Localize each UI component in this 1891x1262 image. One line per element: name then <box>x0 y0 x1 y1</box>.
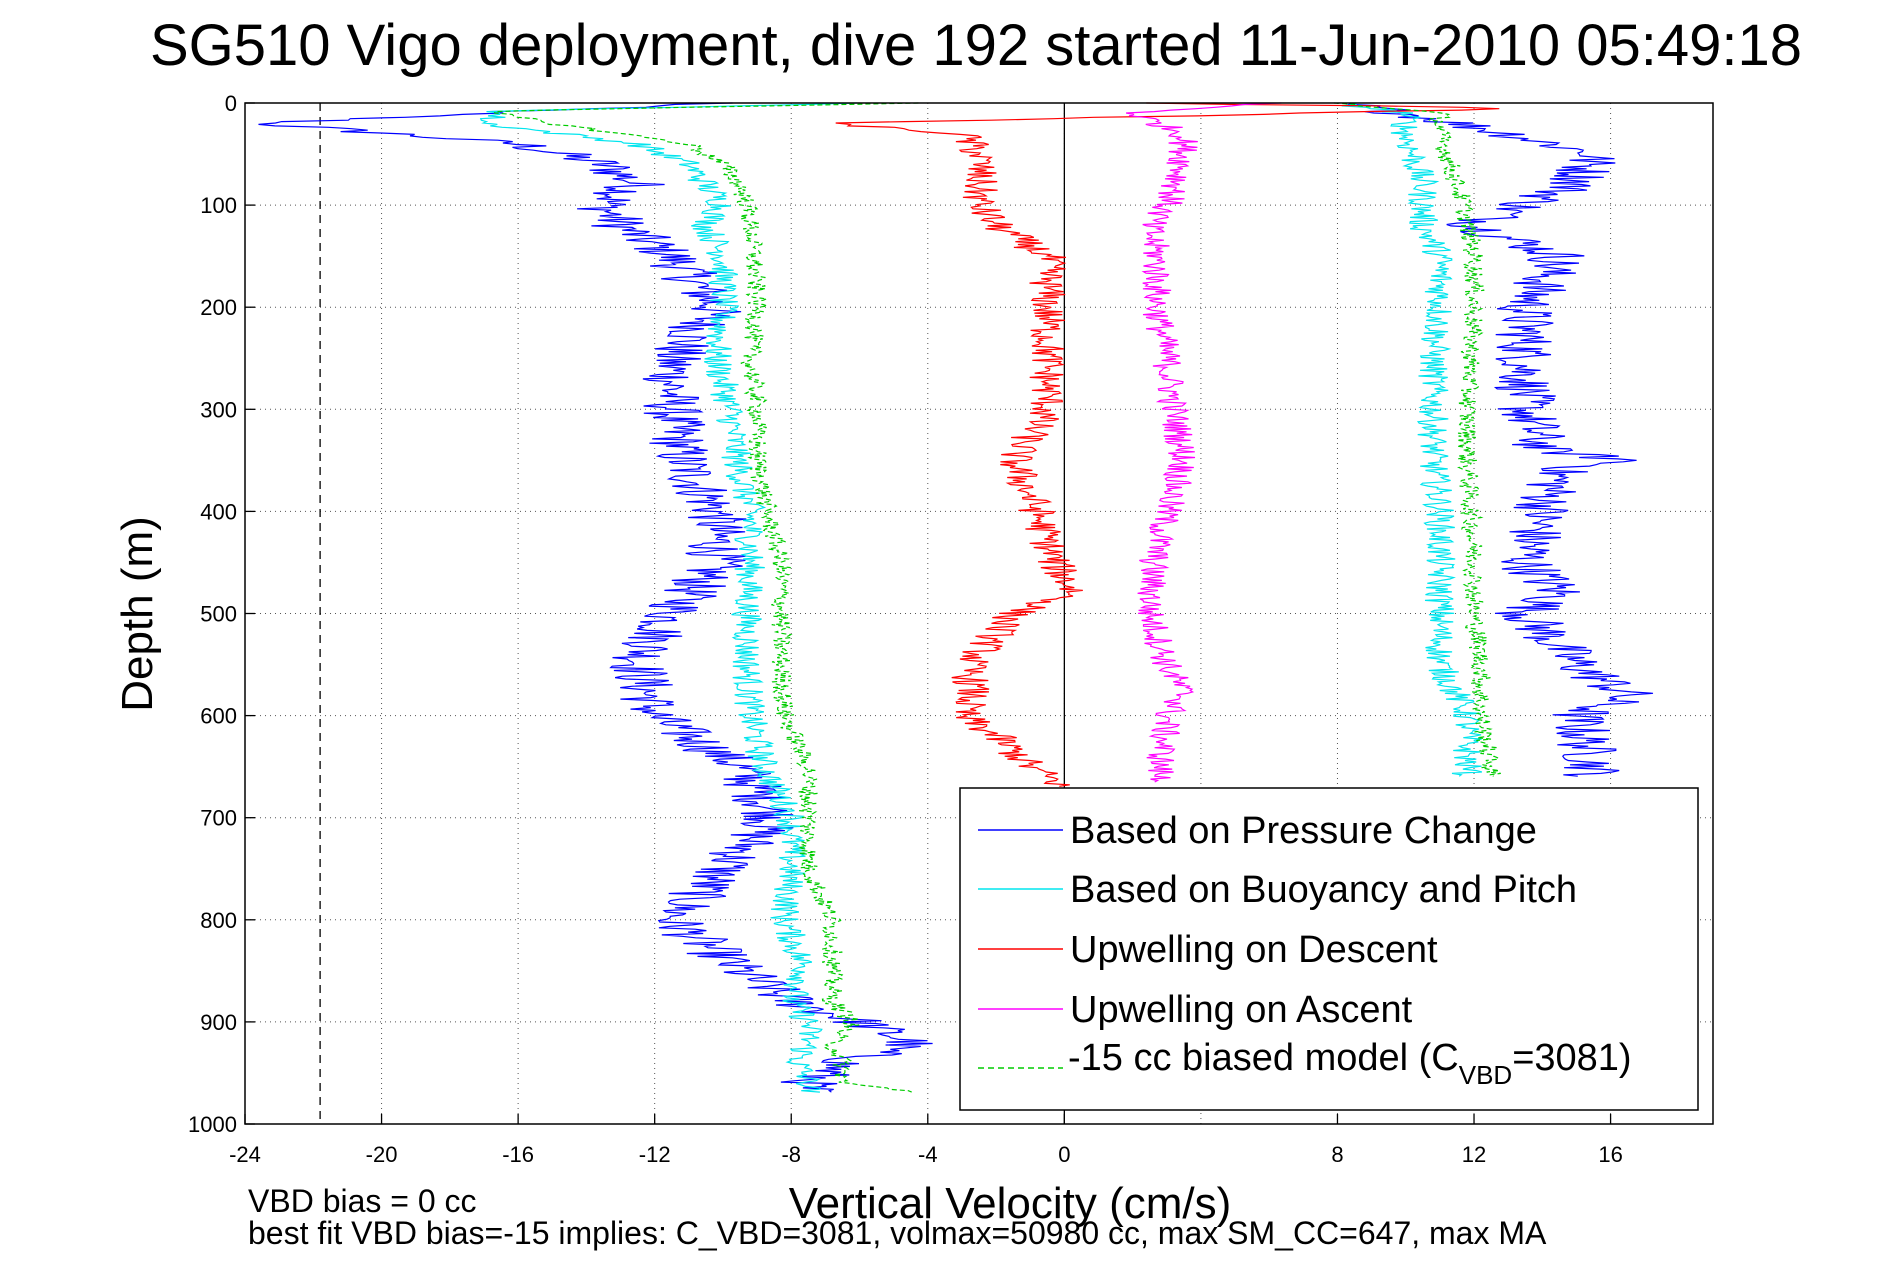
y-tick-label: 500 <box>200 602 237 627</box>
series-line <box>479 102 857 1093</box>
series-line <box>258 102 933 1093</box>
series-layer <box>258 102 1654 1093</box>
legend-label-descent: Upwelling on Descent <box>1070 929 1438 971</box>
y-tick-label: 1000 <box>188 1112 237 1137</box>
legend-model-main: -15 cc biased model (C <box>1068 1037 1459 1079</box>
ticks: -24 -20 -16 -12 -8 -4 0 8 12 16 0 100 200 300 400 500 60… <box>188 91 1623 1167</box>
legend-box <box>959 787 1699 1111</box>
legend-label-model: -15 cc biased model (CVBD=3081) <box>1068 1037 1632 1090</box>
y-tick-label: 100 <box>200 193 237 218</box>
legend-label-ascent: Upwelling on Ascent <box>1070 989 1413 1031</box>
y-tick-label: 800 <box>200 908 237 933</box>
x-tick-label: -4 <box>918 1142 938 1167</box>
y-axis-label: Depth (m) <box>113 516 162 712</box>
x-tick-label: -20 <box>366 1142 398 1167</box>
y-tick-label: 400 <box>200 499 237 524</box>
series-line <box>1334 102 1501 777</box>
x-tick-label: -16 <box>502 1142 534 1167</box>
legend-label-buoyancy: Based on Buoyancy and Pitch <box>1070 869 1577 911</box>
y-tick-label: 700 <box>200 806 237 831</box>
legend-model-subscript: VBD <box>1459 1060 1512 1090</box>
y-tick-label: 600 <box>200 704 237 729</box>
legend: Based on Pressure Change Based on Buoyan… <box>959 787 1699 1111</box>
x-tick-label: 16 <box>1598 1142 1622 1167</box>
x-tick-label: -8 <box>781 1142 801 1167</box>
series-line <box>1341 102 1483 777</box>
y-tick-label: 900 <box>200 1010 237 1035</box>
vbd-bias-note: VBD bias = 0 cc <box>248 1183 477 1219</box>
x-tick-label: 12 <box>1462 1142 1486 1167</box>
x-tick-label: 8 <box>1331 1142 1343 1167</box>
series-line <box>835 102 1500 787</box>
x-axis-label: Vertical Velocity (cm/s) <box>789 1179 1232 1228</box>
x-tick-label: -12 <box>639 1142 671 1167</box>
y-tick-label: 200 <box>200 295 237 320</box>
best-fit-note: best fit VBD bias=-15 implies: C_VBD=308… <box>248 1215 1547 1251</box>
x-tick-label: 0 <box>1058 1142 1070 1167</box>
legend-label-pressure: Based on Pressure Change <box>1070 810 1537 852</box>
chart-title: SG510 Vigo deployment, dive 192 started … <box>150 13 1802 78</box>
series-line <box>1346 102 1654 777</box>
series-line <box>494 102 919 1093</box>
series-line <box>1125 102 1282 783</box>
legend-model-suffix: =3081) <box>1512 1037 1631 1079</box>
y-tick-label: 0 <box>225 91 237 116</box>
x-tick-label: -24 <box>229 1142 261 1167</box>
y-tick-label: 300 <box>200 397 237 422</box>
